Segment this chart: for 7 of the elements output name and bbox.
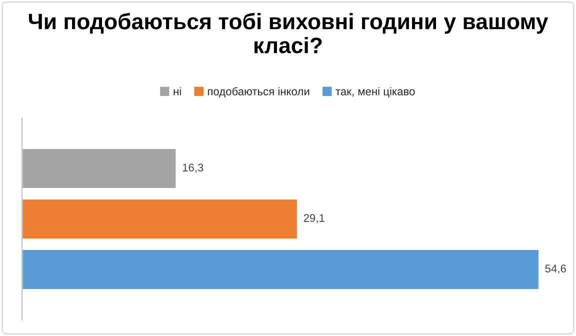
data-label: 16,3	[182, 164, 204, 173]
data-label: 54,6	[545, 264, 566, 274]
chart-title: Чи подобаються тобі виховні години у вашому класі?	[28, 12, 548, 54]
legend-label: ні	[174, 87, 181, 96]
legend-label: так, мені цікаво	[336, 87, 415, 98]
legend-label: подобаються інколи	[208, 87, 310, 98]
data-label: 29,1	[304, 214, 324, 224]
